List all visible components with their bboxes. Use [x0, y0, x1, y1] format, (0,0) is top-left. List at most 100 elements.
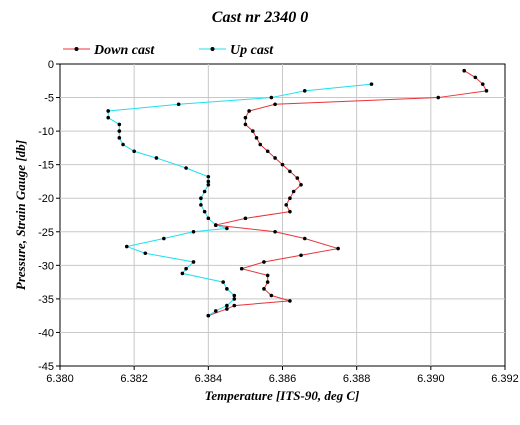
data-point-up-cast — [206, 216, 211, 221]
x-tick-label: 6.380 — [46, 373, 74, 385]
data-point-down-cast — [462, 68, 467, 73]
data-point-down-cast — [473, 75, 478, 80]
data-point-down-cast — [239, 266, 244, 271]
chart-title: Cast nr 2340 0 — [212, 9, 308, 26]
data-point-up-cast — [206, 183, 211, 187]
data-point-up-cast — [206, 313, 211, 318]
data-point-down-cast — [484, 89, 489, 93]
data-point-down-cast — [280, 162, 285, 167]
data-point-up-cast — [225, 287, 229, 291]
y-tick-label: -35 — [38, 294, 54, 306]
data-point-down-cast — [265, 149, 270, 154]
data-point-down-cast — [243, 216, 248, 221]
data-point-down-cast — [254, 136, 259, 140]
data-point-up-cast — [202, 189, 207, 194]
data-point-up-cast — [202, 209, 207, 214]
data-point-up-cast — [162, 236, 166, 241]
data-point-down-cast — [269, 293, 274, 298]
data-point-up-cast — [106, 109, 111, 113]
data-point-up-cast — [232, 293, 237, 298]
legend-label-down-cast: Down cast — [93, 43, 155, 58]
y-axis-label: Pressure, Strain Gauge [db] — [13, 140, 28, 290]
data-point-up-cast — [269, 95, 274, 100]
data-point-down-cast — [232, 303, 237, 308]
data-point-up-cast — [121, 142, 125, 147]
legend: Down cast Up cast — [63, 43, 274, 58]
data-point-down-cast — [273, 156, 277, 160]
x-tick-label: 6.392 — [491, 373, 519, 385]
data-point-down-cast — [258, 142, 263, 147]
x-tick-label: 6.384 — [195, 373, 223, 385]
data-point-up-cast — [191, 260, 196, 264]
y-tick-label: -10 — [38, 126, 54, 138]
y-tick-label: -30 — [38, 260, 54, 272]
data-point-down-cast — [247, 109, 251, 113]
legend-label-up-cast: Up cast — [230, 43, 274, 58]
data-point-up-cast — [225, 226, 229, 231]
data-point-up-cast — [199, 203, 203, 207]
data-point-up-cast — [106, 115, 111, 120]
data-point-down-cast — [288, 209, 292, 214]
data-point-up-cast — [117, 129, 122, 133]
data-point-up-cast — [213, 309, 218, 313]
legend-marker-up-cast — [210, 47, 215, 51]
data-point-up-cast — [117, 122, 122, 127]
data-point-down-cast — [243, 122, 248, 127]
data-point-up-cast — [302, 89, 307, 93]
x-tick-label: 6.390 — [417, 373, 445, 385]
y-tick-label: -5 — [44, 93, 54, 105]
data-point-down-cast — [262, 260, 266, 264]
y-tick-label: -40 — [38, 327, 54, 339]
data-point-down-cast — [291, 189, 296, 194]
data-point-up-cast — [180, 271, 185, 276]
data-point-down-cast — [225, 307, 229, 311]
data-point-down-cast — [436, 95, 441, 100]
data-point-up-cast — [184, 166, 188, 170]
x-axis-label: Temperature [ITS-90, deg C] — [205, 388, 360, 403]
data-point-up-cast — [213, 223, 218, 227]
data-point-down-cast — [336, 246, 340, 251]
data-point-down-cast — [299, 183, 303, 187]
data-point-up-cast — [232, 297, 237, 301]
data-point-up-cast — [191, 229, 196, 234]
data-point-down-cast — [480, 82, 485, 86]
y-axis-ticks: 0 -5 -10 -15 -20 -25 -30 -35 -40 -45 — [38, 59, 60, 373]
data-point-down-cast — [251, 129, 255, 133]
data-point-down-cast — [265, 273, 270, 278]
data-point-down-cast — [265, 280, 270, 284]
data-point-down-cast — [288, 299, 292, 303]
series-layer — [106, 68, 489, 318]
data-point-up-cast — [176, 102, 181, 107]
y-tick-label: -20 — [38, 193, 54, 205]
data-point-up-cast — [132, 149, 136, 154]
data-point-down-cast — [299, 253, 303, 258]
y-tick-label: -45 — [38, 361, 54, 373]
data-point-up-cast — [124, 244, 129, 249]
data-point-down-cast — [243, 115, 248, 120]
y-tick-label: -25 — [38, 227, 54, 239]
data-point-up-cast — [184, 266, 188, 271]
x-tick-label: 6.388 — [343, 373, 371, 385]
data-point-down-cast — [262, 287, 266, 291]
legend-marker-down-cast — [74, 47, 79, 51]
data-point-down-cast — [273, 102, 277, 107]
series-up-cast — [106, 82, 374, 318]
data-point-up-cast — [154, 156, 159, 160]
data-point-down-cast — [288, 196, 292, 201]
data-point-down-cast — [295, 176, 300, 180]
data-point-up-cast — [206, 179, 211, 184]
y-tick-label: -15 — [38, 160, 54, 172]
data-point-up-cast — [221, 280, 225, 284]
data-point-down-cast — [302, 236, 307, 241]
data-point-up-cast — [117, 136, 122, 140]
data-point-down-cast — [288, 169, 292, 174]
y-tick-label: 0 — [48, 59, 54, 71]
data-point-up-cast — [225, 303, 229, 308]
data-point-down-cast — [284, 203, 289, 207]
data-point-up-cast — [369, 82, 374, 86]
data-point-up-cast — [206, 174, 211, 179]
data-point-up-cast — [199, 196, 203, 201]
x-tick-label: 6.382 — [120, 373, 148, 385]
